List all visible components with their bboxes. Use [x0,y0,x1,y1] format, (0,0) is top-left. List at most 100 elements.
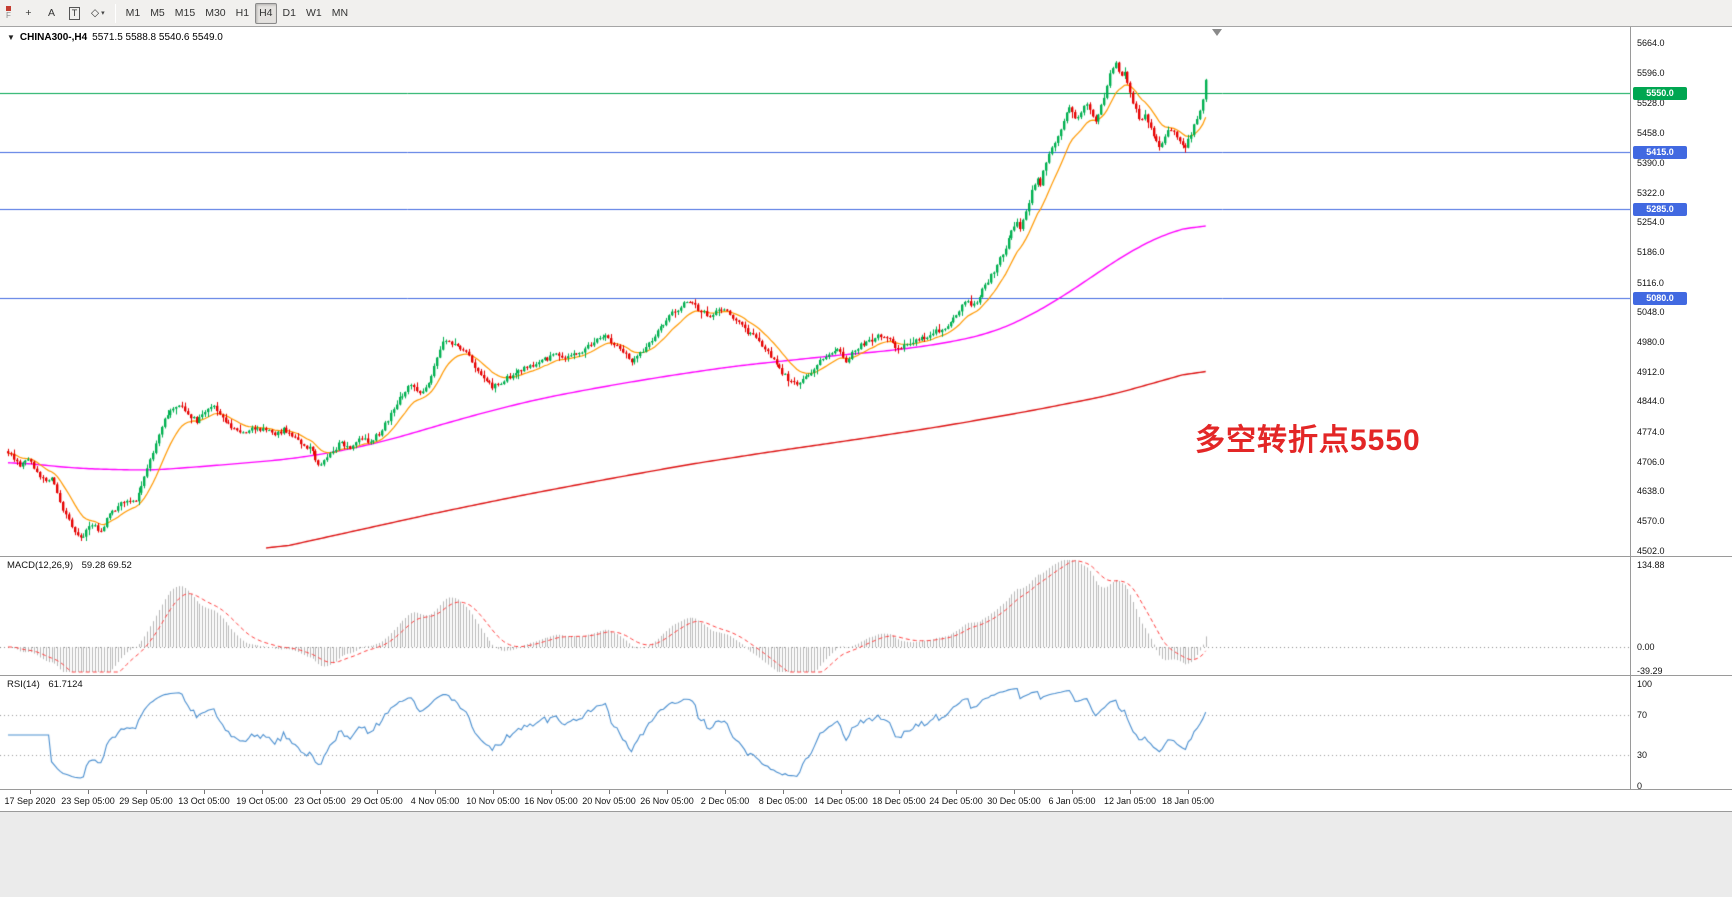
time-tick-mark [551,790,552,794]
price-tick: 5528.0 [1637,97,1665,108]
price-tick: 4570.0 [1637,516,1665,527]
time-tick-label: 10 Nov 05:00 [466,796,520,806]
level-price-badge: 5080.0 [1633,292,1687,306]
macd-panel: MACD(12,26,9) 59.28 69.52 [0,557,1732,676]
ohlc-values: 5571.5 5588.8 5540.6 5549.0 [92,32,223,43]
timeframe-W1-button[interactable]: W1 [305,7,322,19]
macd-canvas[interactable] [0,557,1630,675]
toolbar-edge-marker: F [3,6,14,20]
price-tick: 5048.0 [1637,307,1665,318]
timeframe-M1-button[interactable]: M1 [125,7,141,19]
timeframe-M5-button[interactable]: M5 [150,7,165,19]
time-tick-label: 18 Jan 05:00 [1161,796,1215,806]
red-dot-icon [6,6,11,11]
time-tick-label: 26 Nov 05:00 [640,796,694,806]
rsi-scale-tick: 30 [1637,750,1648,761]
price-tick: 5664.0 [1637,38,1665,49]
rsi-scale-tick: 0 [1637,781,1643,791]
rsi-current-value: 61.7124 [48,679,83,690]
price-scale[interactable]: 5664.0 5596.0 5528.0 5458.0 5390.0 5322.0 5254… [1630,27,1732,791]
text-frame-icon: T [68,6,81,20]
price-tick: 5322.0 [1637,187,1665,198]
tool-text-label-button[interactable]: A [41,3,62,24]
time-tick-label: 29 Oct 05:00 [351,796,403,806]
time-tick-label: 2 Dec 05:00 [700,796,750,806]
time-tick-mark [262,790,263,794]
annotation-text[interactable]: 多空转折点5550 [1195,424,1421,457]
time-tick-mark [320,790,321,794]
time-tick-label: 29 Sep 05:00 [119,796,173,806]
time-tick-label: 12 Jan 05:00 [1103,796,1157,806]
time-tick-label: 18 Dec 05:00 [872,796,926,806]
level-price-badge: 5550.0 [1633,86,1687,100]
rsi-indicator-label: RSI(14) 61.7124 [7,679,83,690]
timeframe-group: M1 M5 M15 M30 H1 H4 D1 W1 MN [121,2,353,24]
time-tick-mark [609,790,610,794]
time-tick-mark [88,790,89,794]
rsi-scale-tick: 70 [1637,709,1648,720]
price-tick: 5458.0 [1637,128,1665,139]
time-tick-mark [1130,790,1131,794]
rsi-canvas[interactable] [0,676,1630,789]
timeframe-M30-button[interactable]: M30 [205,7,226,19]
symbol-timeframe-label: CHINA300-,H4 [19,32,88,43]
time-tick-label: 19 Oct 05:00 [236,796,288,806]
timeframe-D1-button[interactable]: D1 [282,7,296,19]
price-tick: 4706.0 [1637,456,1665,467]
macd-scale-tick: -39.29 [1637,665,1663,676]
drawing-tools-group: + A T ◇ ▾ [17,3,110,24]
timeframe-H4-button[interactable]: H4 [255,2,277,24]
edge-label: F [6,11,11,20]
time-tick-label: 24 Dec 05:00 [929,796,983,806]
timeframe-MN-button[interactable]: MN [331,7,349,19]
shapes-icon: ◇ [91,7,100,19]
time-tick-mark [493,790,494,794]
level-price-badge: 5415.0 [1633,145,1687,159]
time-tick-mark [377,790,378,794]
timeframe-M15-button[interactable]: M15 [174,7,196,19]
time-tick-mark [899,790,900,794]
price-chart-canvas[interactable] [0,27,1630,556]
time-tick-label: 13 Oct 05:00 [178,796,230,806]
toolbar-separator [114,3,116,23]
time-tick-mark [667,790,668,794]
time-tick-label: 17 Sep 2020 [4,796,56,806]
price-tick: 4980.0 [1637,336,1665,347]
time-tick-mark [204,790,205,794]
time-tick-label: 20 Nov 05:00 [582,796,636,806]
tool-text-frame-button[interactable]: T [64,3,85,24]
price-tick: 4912.0 [1637,366,1665,377]
rsi-name: RSI(14) [7,679,40,690]
price-tick: 5390.0 [1637,157,1665,168]
time-tick-label: 30 Dec 05:00 [987,796,1041,806]
time-tick-mark [1188,790,1189,794]
tool-shapes-button[interactable]: ◇ ▾ [87,3,109,24]
symbol-dropdown-icon[interactable]: ▼ [7,33,15,42]
time-tick-label: 23 Sep 05:00 [61,796,115,806]
time-tick-mark [841,790,842,794]
text-label-icon: A [47,7,55,19]
time-tick-label: 6 Jan 05:00 [1048,796,1096,806]
timeframe-H1-button[interactable]: H1 [235,7,250,19]
time-tick-mark [956,790,957,794]
time-tick-mark [435,790,436,794]
price-tick: 4638.0 [1637,486,1665,497]
chart-shift-marker-icon[interactable] [1212,29,1222,36]
time-tick-mark [30,790,31,794]
tool-crosshair-button[interactable]: + [18,3,39,24]
macd-current-values: 59.28 69.52 [81,560,132,571]
time-tick-mark [725,790,726,794]
time-tick-label: 14 Dec 05:00 [814,796,868,806]
main-toolbar: F + A T ◇ ▾ M1 M5 M15 M30 H1 H4 D1 W1 MN [0,0,1732,27]
price-tick: 5186.0 [1637,246,1665,257]
price-tick: 5596.0 [1637,67,1665,78]
level-price-badge: 5285.0 [1633,202,1687,216]
bottom-area [0,812,1732,897]
time-tick-label: 4 Nov 05:00 [410,796,460,806]
time-axis[interactable]: 17 Sep 2020 23 Sep 05:00 29 Sep 05:00 13 Oc… [0,790,1732,812]
price-tick: 4844.0 [1637,396,1665,407]
time-tick-label: 8 Dec 05:00 [758,796,808,806]
price-tick: 4774.0 [1637,426,1665,437]
time-tick-label: 23 Oct 05:00 [294,796,346,806]
chevron-down-icon: ▾ [101,10,105,17]
